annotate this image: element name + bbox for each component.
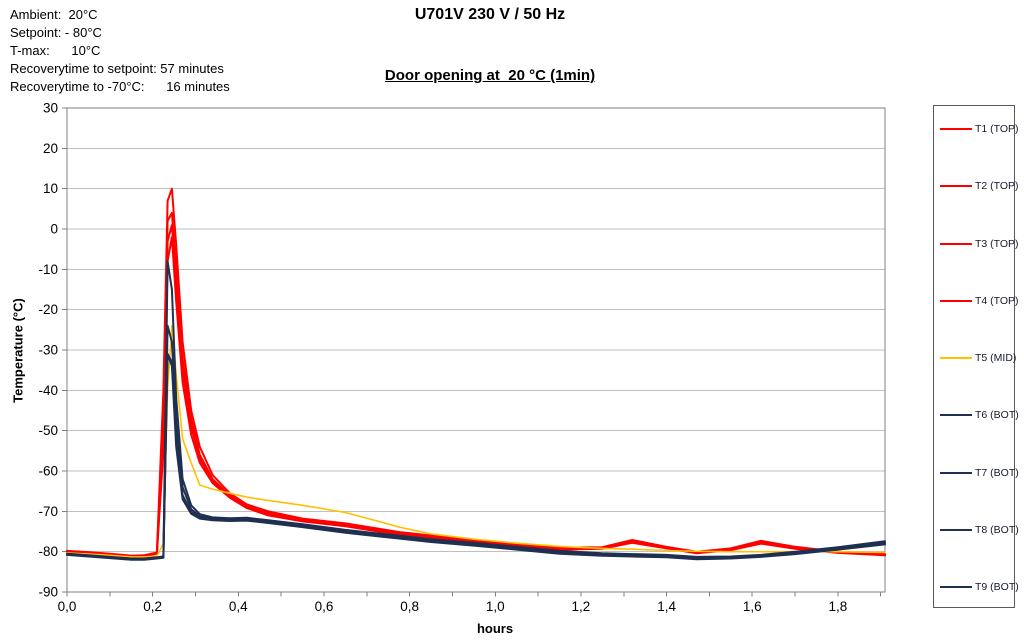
- y-tick-label: -80: [38, 544, 58, 559]
- legend-line-swatch: [940, 528, 972, 531]
- legend-line-swatch: [940, 242, 972, 245]
- x-axis-title: hours: [476, 621, 514, 636]
- legend-line-swatch: [940, 471, 972, 474]
- info-ambient: Ambient: 20°C: [10, 7, 98, 22]
- info-setpoint: Setpoint: - 80°C: [10, 25, 102, 40]
- y-tick-label: -20: [38, 302, 58, 317]
- legend-line-swatch: [940, 128, 972, 130]
- y-tick-label: -50: [38, 423, 58, 438]
- x-tick-label: 1,2: [572, 599, 591, 614]
- y-tick-label: -30: [38, 343, 58, 358]
- info-tmax: T-max: 10°C: [10, 43, 101, 58]
- legend-line-swatch: [940, 586, 972, 588]
- x-tick-label: 1,0: [486, 599, 505, 614]
- chart-subtitle: Door opening at 20 °C (1min): [384, 67, 596, 84]
- y-tick-label: -60: [38, 464, 58, 479]
- y-tick-label: 10: [43, 181, 58, 196]
- legend-label: T3 (TOP): [975, 237, 1019, 250]
- x-tick-label: 0,8: [400, 599, 419, 614]
- x-tick-label: 0,6: [315, 599, 334, 614]
- y-tick-label: 20: [43, 141, 58, 156]
- legend-item: T1 (TOP): [934, 123, 1019, 135]
- info-recovery-setpoint: Recoverytime to setpoint: 57 minutes: [10, 61, 224, 76]
- legend-label: T1 (TOP): [975, 123, 1019, 135]
- series-t9: [66, 353, 886, 561]
- test-info-block: Ambient: 20°C Setpoint: - 80°C T-max: 10…: [10, 6, 230, 96]
- x-tick-label: 1,8: [828, 599, 847, 614]
- y-tick-label: 0: [50, 222, 58, 237]
- series-t7: [66, 324, 886, 560]
- legend-label: T2 (TOP): [975, 180, 1019, 193]
- legend-line-swatch: [940, 357, 972, 359]
- legend-line-swatch: [940, 185, 972, 188]
- legend-item: T4 (TOP): [934, 295, 1019, 307]
- y-tick-label: -70: [38, 504, 58, 519]
- legend-label: T9 (BOT): [975, 581, 1019, 593]
- chart-title: U701V 230 V / 50 Hz: [414, 6, 566, 23]
- x-tick-label: 0,4: [229, 599, 248, 614]
- legend-label: T5 (MID): [975, 352, 1017, 364]
- legend-label: T4 (TOP): [975, 294, 1019, 307]
- y-tick-label: -40: [38, 383, 58, 398]
- chart-legend: T1 (TOP) T2 (TOP) T3 (TOP) T4 (TOP) T5 (MID)…: [933, 105, 1019, 608]
- legend-label: T7 (BOT): [975, 466, 1019, 479]
- series-t5: [66, 324, 886, 558]
- x-tick-label: 1,4: [657, 599, 676, 614]
- legend-label: T6 (BOT): [975, 409, 1019, 422]
- y-tick-label: 30: [43, 101, 58, 116]
- legend-item: T9 (BOT): [934, 581, 1019, 593]
- legend-line-swatch: [940, 299, 972, 302]
- x-tick-label: 0,2: [143, 599, 162, 614]
- legend-line-swatch: [940, 414, 972, 417]
- x-tick-label: 0,0: [58, 599, 77, 614]
- legend-item: T2 (TOP): [934, 180, 1019, 192]
- legend-item: T7 (BOT): [934, 467, 1019, 479]
- legend-label: T8 (BOT): [975, 523, 1019, 536]
- legend-item: T6 (BOT): [934, 409, 1019, 421]
- legend-item: T3 (TOP): [934, 238, 1019, 250]
- x-tick-label: 1,6: [743, 599, 762, 614]
- legend-item: T5 (MID): [934, 352, 1017, 364]
- info-recovery-70: Recoverytime to -70°C: 16 minutes: [10, 79, 230, 94]
- y-tick-label: -90: [38, 585, 58, 600]
- y-tick-label: -10: [38, 262, 58, 277]
- legend-item: T8 (BOT): [934, 524, 1019, 536]
